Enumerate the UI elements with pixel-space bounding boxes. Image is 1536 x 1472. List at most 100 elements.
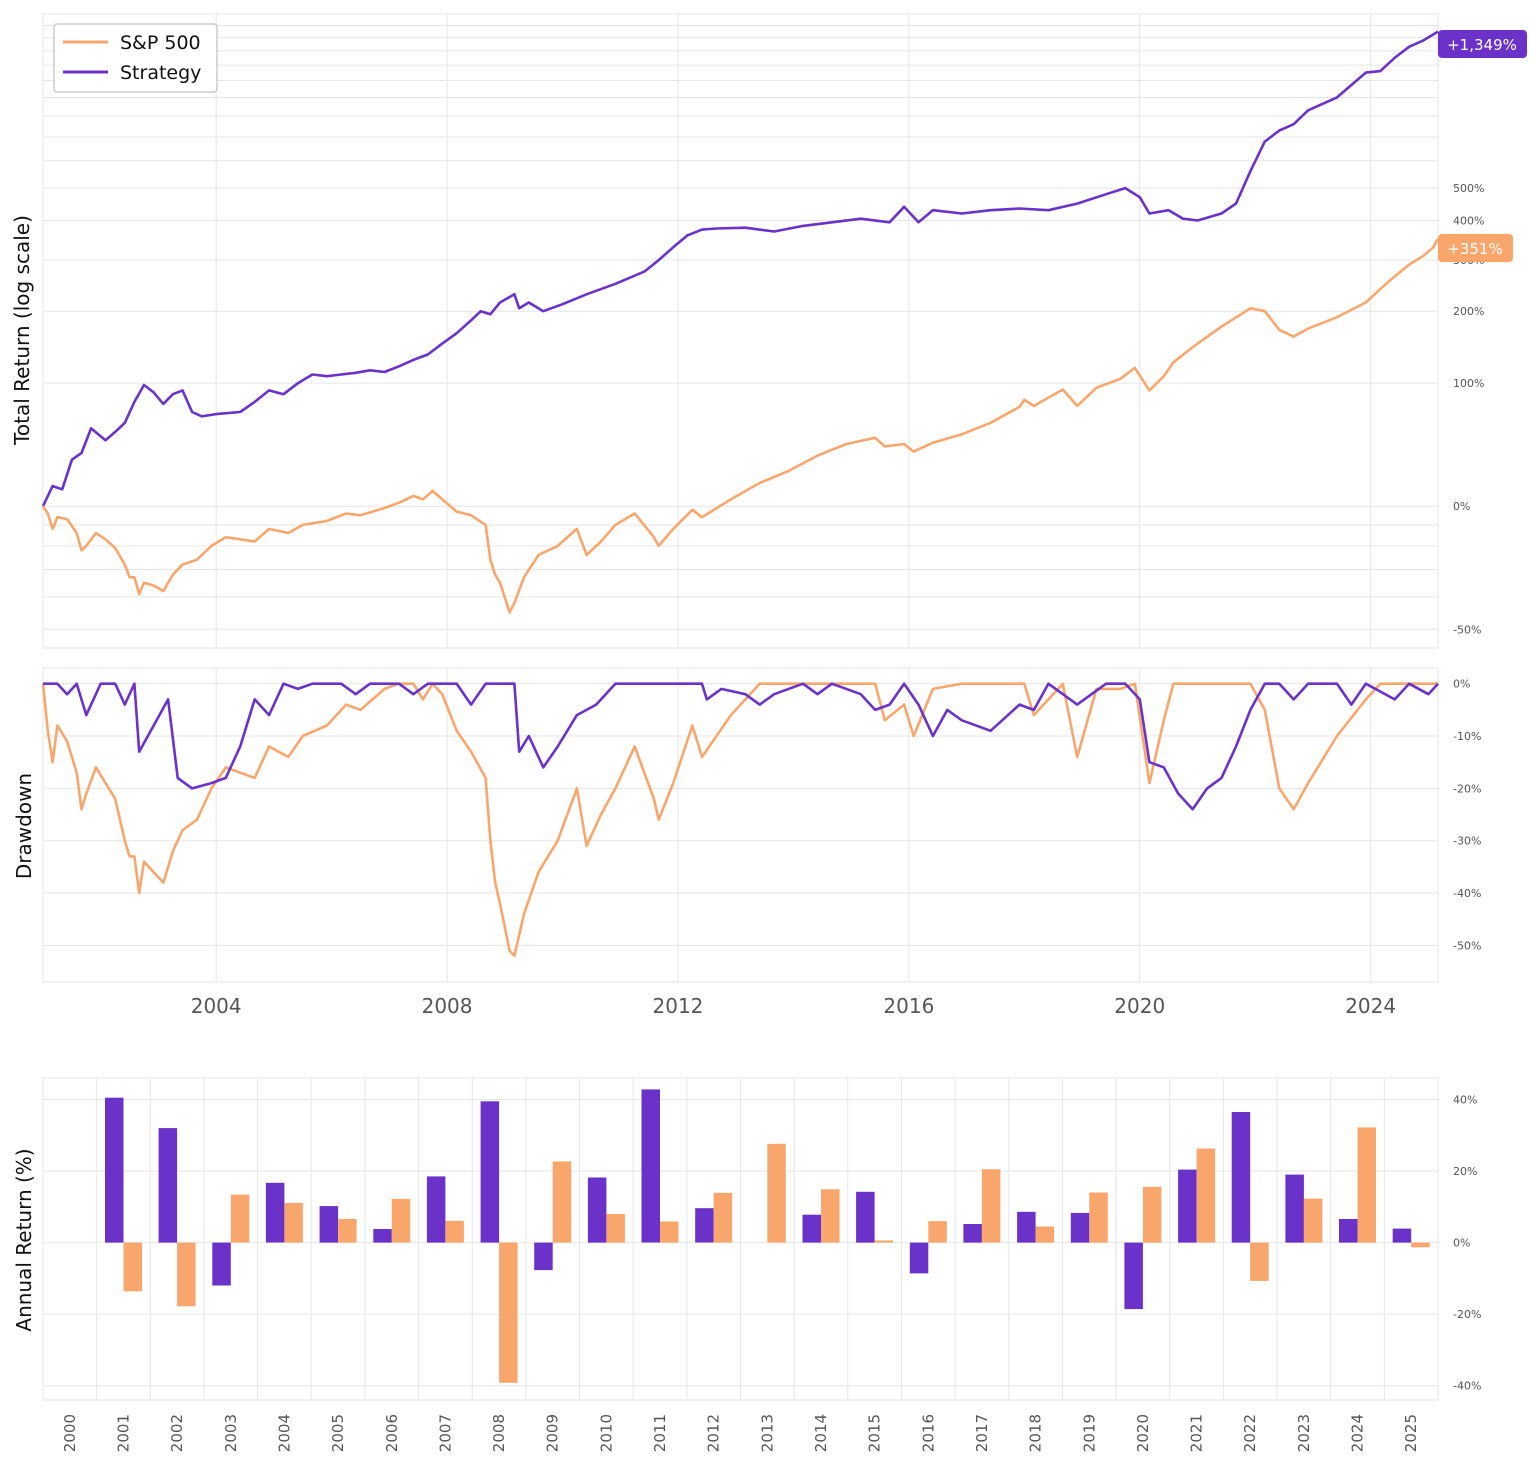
x-tick-label: 2023	[1295, 1414, 1313, 1452]
strategy-bar-2001	[105, 1097, 124, 1243]
strategy-badge	[1438, 30, 1527, 58]
x-tick-label: 2007	[436, 1414, 454, 1452]
strategy-bar-2008	[480, 1101, 500, 1243]
end-value-badges: +1,349% +351%	[1438, 30, 1527, 262]
legend-sp500-label: S&P 500	[120, 32, 201, 54]
strategy-bar-2022	[1231, 1112, 1251, 1243]
x-tick-label: 2019	[1080, 1414, 1098, 1452]
strategy-bar-2018	[1017, 1211, 1036, 1243]
x-tick-label: 2024	[1345, 994, 1396, 1018]
legend: S&P 500 Strategy	[53, 23, 218, 93]
total-return-panel: -50%0%100%200%300%400%500% Total Return …	[10, 13, 1484, 649]
y-tick-label: 40%	[1453, 1093, 1477, 1106]
plot-frame	[42, 13, 1439, 649]
y-tick-label: -50%	[1453, 939, 1481, 952]
strategy-bar-2012	[695, 1208, 714, 1243]
sp500-bar-2002	[177, 1242, 196, 1307]
sp500-bar-2015	[874, 1240, 894, 1243]
y-tick-label: -10%	[1453, 730, 1481, 743]
sp500-bar-2019	[1089, 1192, 1108, 1243]
sp500-bar-2003	[230, 1194, 250, 1243]
y-tick-label: 0%	[1453, 500, 1470, 513]
x-tick-label: 2012	[653, 994, 704, 1018]
sp500-bar-2017	[981, 1169, 1001, 1243]
x-tick-label: 2012	[705, 1414, 723, 1452]
strategy-bar-2014	[802, 1214, 821, 1243]
strategy-drawdown-line	[43, 682, 1439, 811]
x-tick-label: 2016	[883, 994, 934, 1018]
x-tick-label: 2008	[422, 994, 473, 1018]
sp500-bar-2008	[499, 1242, 518, 1383]
sp500-bar-2023	[1303, 1198, 1323, 1243]
strategy-bar-2003	[212, 1242, 231, 1286]
x-tick-label: 2017	[973, 1414, 991, 1452]
y-tick-label: -30%	[1453, 835, 1481, 848]
y-tick-label: -20%	[1453, 1308, 1481, 1321]
strategy-bar-2025	[1392, 1228, 1412, 1243]
y-tick-label: 0%	[1453, 678, 1470, 691]
sp500-bar-2013	[767, 1143, 786, 1243]
y-tick-label: -20%	[1453, 782, 1481, 795]
x-tick-label: 2022	[1241, 1414, 1259, 1452]
x-tick-label: 2004	[191, 994, 242, 1018]
legend-strategy-label: Strategy	[120, 62, 201, 84]
strategy-bar-2004	[265, 1182, 285, 1243]
strategy-bar-2020	[1124, 1242, 1143, 1310]
strategy-bar-2024	[1339, 1219, 1358, 1243]
x-tick-label: 2010	[597, 1414, 615, 1452]
y-tick-label: -50%	[1453, 623, 1481, 636]
strategy-bar-2002	[158, 1128, 178, 1243]
sp500-bar-2022	[1250, 1242, 1269, 1281]
y-tick-label: 100%	[1453, 377, 1484, 390]
sp500-bar-2014	[821, 1189, 840, 1243]
strategy-bar-2009	[534, 1242, 553, 1271]
sp500-bar-2012	[713, 1192, 733, 1243]
y-tick-label: 0%	[1453, 1237, 1470, 1250]
sp500-badge	[1438, 234, 1513, 262]
strategy-line	[41, 30, 1439, 507]
x-tick-label: 2008	[490, 1414, 508, 1452]
strategy-badge-label: +1,349%	[1447, 36, 1517, 54]
y-tick-label: 20%	[1453, 1165, 1477, 1178]
strategy-bar-2011	[641, 1089, 660, 1243]
x-tick-label: 2004	[275, 1414, 293, 1452]
x-tick-label: 2024	[1349, 1414, 1367, 1452]
sp500-bar-2024	[1357, 1127, 1376, 1243]
y-tick-label: 500%	[1453, 182, 1484, 195]
x-tick-label: 2013	[758, 1414, 776, 1452]
x-tick-label: 2016	[919, 1414, 937, 1452]
sp500-bar-2011	[660, 1221, 679, 1243]
x-tick-label: 2025	[1402, 1414, 1420, 1452]
sp500-bar-2004	[284, 1202, 303, 1243]
sp500-bar-2018	[1035, 1226, 1055, 1243]
x-tick-label: 2018	[1027, 1414, 1045, 1452]
strategy-bar-2007	[426, 1176, 446, 1243]
sp500-bar-2025	[1411, 1242, 1430, 1248]
annual-return-ylabel: Annual Return (%)	[12, 1148, 36, 1331]
strategy-bar-2021	[1178, 1169, 1197, 1243]
y-tick-label: 400%	[1453, 215, 1484, 228]
x-tick-label: 2006	[383, 1414, 401, 1452]
x-tick-label: 2015	[866, 1414, 884, 1452]
y-tick-label: -40%	[1453, 1380, 1481, 1393]
x-tick-label: 2014	[812, 1414, 830, 1452]
strategy-bar-2023	[1285, 1174, 1304, 1243]
sp500-badge-label: +351%	[1447, 240, 1502, 258]
x-tick-label: 2001	[115, 1414, 133, 1452]
total-return-ylabel: Total Return (log scale)	[10, 215, 34, 446]
strategy-bar-2016	[909, 1242, 929, 1274]
sp500-bar-2010	[606, 1214, 625, 1243]
x-tick-label: 2020	[1134, 1414, 1152, 1452]
x-tick-label: 2011	[651, 1414, 669, 1452]
sp500-bar-2005	[338, 1219, 357, 1243]
y-tick-label: 200%	[1453, 305, 1484, 318]
strategy-bar-2006	[373, 1229, 392, 1243]
x-tick-label: 2009	[544, 1414, 562, 1452]
sp500-line	[41, 238, 1440, 614]
x-tick-label: 2000	[61, 1414, 79, 1452]
y-tick-label: -40%	[1453, 887, 1481, 900]
strategy-bar-2017	[963, 1224, 982, 1243]
sp500-bar-2020	[1142, 1186, 1162, 1243]
plot-frame	[42, 667, 1439, 983]
